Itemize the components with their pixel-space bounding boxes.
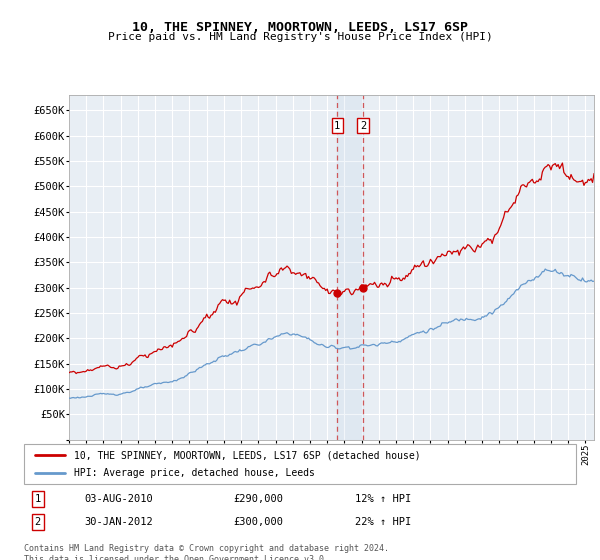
- Bar: [337, 95, 363, 440]
- Text: 2: 2: [35, 517, 41, 528]
- Text: 10, THE SPINNEY, MOORTOWN, LEEDS, LS17 6SP: 10, THE SPINNEY, MOORTOWN, LEEDS, LS17 6…: [132, 21, 468, 34]
- Text: Contains HM Land Registry data © Crown copyright and database right 2024.
This d: Contains HM Land Registry data © Crown c…: [24, 544, 389, 560]
- Text: HPI: Average price, detached house, Leeds: HPI: Average price, detached house, Leed…: [74, 468, 314, 478]
- Text: 03-AUG-2010: 03-AUG-2010: [85, 494, 154, 504]
- Text: 10, THE SPINNEY, MOORTOWN, LEEDS, LS17 6SP (detached house): 10, THE SPINNEY, MOORTOWN, LEEDS, LS17 6…: [74, 450, 421, 460]
- Text: 1: 1: [334, 120, 340, 130]
- Text: £300,000: £300,000: [234, 517, 284, 528]
- Text: 12% ↑ HPI: 12% ↑ HPI: [355, 494, 412, 504]
- Text: 22% ↑ HPI: 22% ↑ HPI: [355, 517, 412, 528]
- Text: Price paid vs. HM Land Registry's House Price Index (HPI): Price paid vs. HM Land Registry's House …: [107, 32, 493, 43]
- Text: £290,000: £290,000: [234, 494, 284, 504]
- Text: 2: 2: [360, 120, 366, 130]
- FancyBboxPatch shape: [24, 444, 576, 484]
- Text: 30-JAN-2012: 30-JAN-2012: [85, 517, 154, 528]
- Text: 1: 1: [35, 494, 41, 504]
